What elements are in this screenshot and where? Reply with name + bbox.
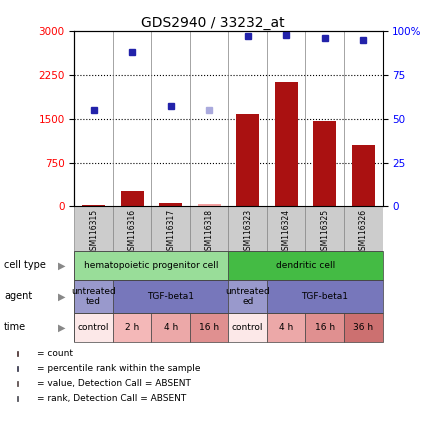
Bar	[82, 205, 105, 206]
Text: control: control	[232, 323, 264, 332]
Bar	[113, 313, 151, 342]
Text: = count: = count	[37, 349, 73, 358]
Text: hematopoietic progenitor cell: hematopoietic progenitor cell	[84, 261, 218, 270]
Text: ▶: ▶	[58, 260, 66, 270]
Text: TGF-beta1: TGF-beta1	[147, 292, 194, 301]
Bar	[74, 251, 229, 280]
Bar	[236, 114, 259, 206]
Bar	[17, 396, 18, 401]
Text: GSM116323: GSM116323	[243, 209, 252, 255]
Bar	[113, 206, 151, 251]
Text: time: time	[4, 322, 26, 333]
Text: GSM116318: GSM116318	[205, 209, 214, 255]
Bar	[352, 145, 375, 206]
Bar	[17, 381, 18, 386]
Text: GSM116325: GSM116325	[320, 209, 329, 255]
Text: ▶: ▶	[58, 291, 66, 301]
Bar	[267, 280, 382, 313]
Text: 2 h: 2 h	[125, 323, 139, 332]
Bar	[198, 204, 221, 206]
Text: GSM116315: GSM116315	[89, 209, 98, 255]
Bar	[151, 206, 190, 251]
Bar	[267, 206, 306, 251]
Bar	[306, 313, 344, 342]
Bar	[151, 313, 190, 342]
Text: 16 h: 16 h	[314, 323, 335, 332]
Text: = value, Detection Call = ABSENT: = value, Detection Call = ABSENT	[37, 379, 191, 388]
Text: control: control	[78, 323, 109, 332]
Bar	[229, 280, 267, 313]
Bar	[190, 313, 229, 342]
Text: GDS2940 / 33232_at: GDS2940 / 33232_at	[141, 16, 284, 30]
Text: TGF-beta1: TGF-beta1	[301, 292, 348, 301]
Text: 4 h: 4 h	[279, 323, 293, 332]
Text: 36 h: 36 h	[353, 323, 373, 332]
Text: agent: agent	[4, 291, 32, 301]
Bar	[229, 206, 267, 251]
Text: GSM116324: GSM116324	[282, 209, 291, 255]
Bar	[344, 313, 383, 342]
Text: 4 h: 4 h	[164, 323, 178, 332]
Bar	[190, 206, 229, 251]
Bar	[306, 206, 344, 251]
Bar	[74, 206, 113, 251]
Text: untreated
ed: untreated ed	[225, 287, 270, 306]
Text: = percentile rank within the sample: = percentile rank within the sample	[37, 364, 201, 373]
Text: untreated
ted: untreated ted	[71, 287, 116, 306]
Bar	[313, 120, 336, 206]
Text: cell type: cell type	[4, 260, 46, 270]
Bar	[74, 313, 113, 342]
Text: ▶: ▶	[58, 322, 66, 333]
Bar	[121, 190, 144, 206]
Text: GSM116317: GSM116317	[166, 209, 175, 255]
Bar	[159, 203, 182, 206]
Bar	[17, 351, 18, 356]
Text: GSM116316: GSM116316	[128, 209, 137, 255]
Bar	[344, 206, 383, 251]
Bar	[275, 82, 298, 206]
Text: dendritic cell: dendritic cell	[276, 261, 335, 270]
Bar	[267, 313, 306, 342]
Bar	[74, 280, 113, 313]
Text: = rank, Detection Call = ABSENT: = rank, Detection Call = ABSENT	[37, 394, 186, 403]
Bar	[113, 280, 229, 313]
Text: 16 h: 16 h	[199, 323, 219, 332]
Bar	[229, 313, 267, 342]
Bar	[229, 251, 382, 280]
Text: GSM116326: GSM116326	[359, 209, 368, 255]
Bar	[17, 366, 18, 371]
